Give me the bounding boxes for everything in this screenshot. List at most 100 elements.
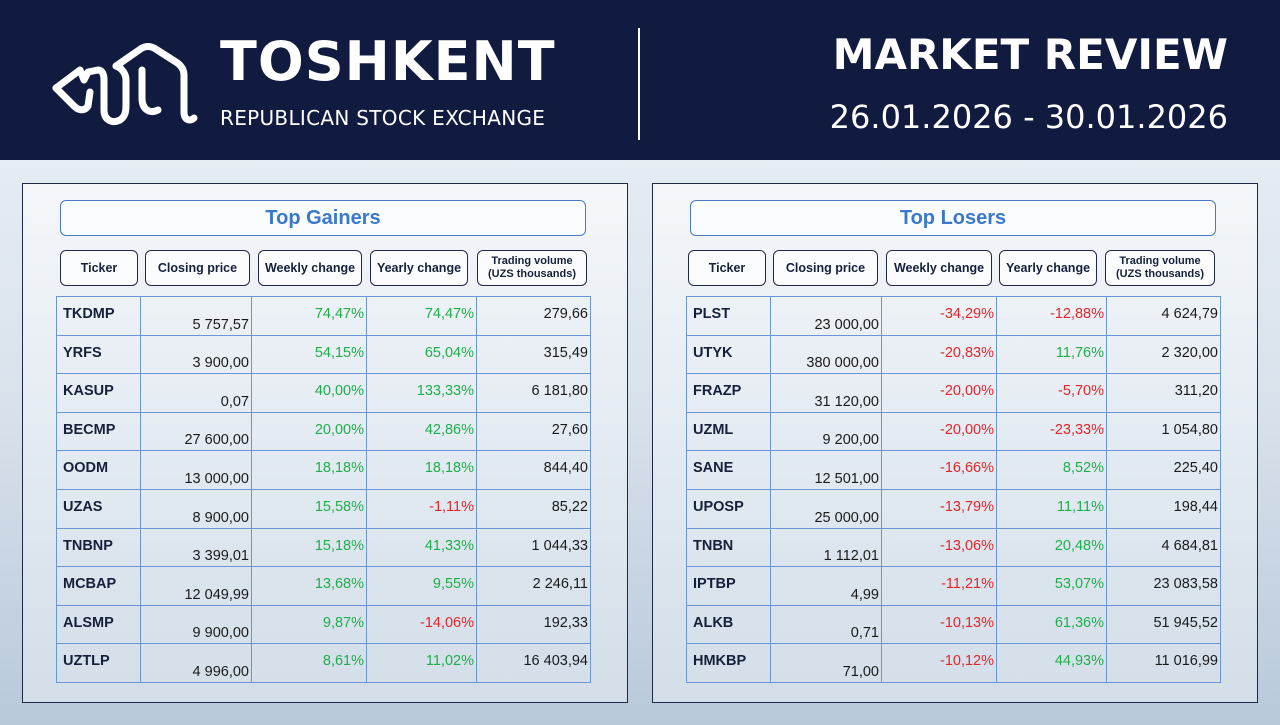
col-head-closing-price: Closing price bbox=[145, 250, 250, 286]
ticker-cell: ALSMP bbox=[56, 604, 141, 645]
ticker-cell: BECMP bbox=[56, 411, 141, 452]
brand-name: TOSHKENT bbox=[220, 30, 556, 93]
closing-price-cell: 4 996,00 bbox=[140, 643, 252, 683]
ticker-cell: HMKBP bbox=[686, 643, 771, 683]
weekly-change-cell: 15,18% bbox=[251, 527, 367, 568]
table-row: TNBNP 3 399,01 15,18% 41,33% 1 044,33 bbox=[56, 527, 591, 568]
trading-volume-cell: 192,33 bbox=[476, 604, 591, 645]
trading-volume-cell: 844,40 bbox=[476, 450, 591, 490]
table-row: BECMP 27 600,00 20,00% 42,86% 27,60 bbox=[56, 411, 591, 452]
table-row: MCBAP 12 049,99 13,68% 9,55% 2 246,11 bbox=[56, 566, 591, 606]
yearly-change-cell: 65,04% bbox=[366, 334, 477, 375]
weekly-change-cell: -20,00% bbox=[881, 411, 997, 452]
closing-price-cell: 3 900,00 bbox=[140, 334, 252, 375]
closing-price-cell: 5 757,57 bbox=[140, 296, 252, 336]
closing-price-cell: 31 120,00 bbox=[770, 373, 882, 413]
trading-volume-cell: 279,66 bbox=[476, 296, 591, 336]
weekly-change-cell: 15,58% bbox=[251, 488, 367, 529]
ticker-cell: OODM bbox=[56, 450, 141, 490]
trading-volume-cell: 4 624,79 bbox=[1106, 296, 1221, 336]
ticker-cell: SANE bbox=[686, 450, 771, 490]
closing-price-cell: 25 000,00 bbox=[770, 488, 882, 529]
yearly-change-cell: -1,11% bbox=[366, 488, 477, 529]
trading-volume-cell: 225,40 bbox=[1106, 450, 1221, 490]
closing-price-cell: 380 000,00 bbox=[770, 334, 882, 375]
ticker-cell: UTYK bbox=[686, 334, 771, 375]
table-row: KASUP 0,07 40,00% 133,33% 6 181,80 bbox=[56, 373, 591, 413]
weekly-change-cell: -13,06% bbox=[881, 527, 997, 568]
table-row: SANE 12 501,00 -16,66% 8,52% 225,40 bbox=[686, 450, 1221, 490]
table-row: HMKBP 71,00 -10,12% 44,93% 11 016,99 bbox=[686, 643, 1221, 683]
yearly-change-cell: 11,76% bbox=[996, 334, 1107, 375]
ticker-cell: UZTLP bbox=[56, 643, 141, 683]
review-title: MARKET REVIEW bbox=[832, 30, 1228, 79]
ticker-cell: UZML bbox=[686, 411, 771, 452]
trading-volume-cell: 23 083,58 bbox=[1106, 566, 1221, 606]
ticker-cell: UPOSP bbox=[686, 488, 771, 529]
yearly-change-cell: 9,55% bbox=[366, 566, 477, 606]
yearly-change-cell: 133,33% bbox=[366, 373, 477, 413]
yearly-change-cell: 11,02% bbox=[366, 643, 477, 683]
trading-volume-cell: 11 016,99 bbox=[1106, 643, 1221, 683]
ticker-cell: MCBAP bbox=[56, 566, 141, 606]
gainers-table: TKDMP 5 757,57 74,47% 74,47% 279,66 YRFS 3 900… bbox=[56, 296, 591, 683]
closing-price-cell: 12 501,00 bbox=[770, 450, 882, 490]
yearly-change-cell: 20,48% bbox=[996, 527, 1107, 568]
yearly-change-cell: -14,06% bbox=[366, 604, 477, 645]
weekly-change-cell: -11,21% bbox=[881, 566, 997, 606]
table-row: FRAZP 31 120,00 -20,00% -5,70% 311,20 bbox=[686, 373, 1221, 413]
table-row: UZTLP 4 996,00 8,61% 11,02% 16 403,94 bbox=[56, 643, 591, 683]
trading-volume-cell: 16 403,94 bbox=[476, 643, 591, 683]
weekly-change-cell: 9,87% bbox=[251, 604, 367, 645]
trading-volume-cell: 85,22 bbox=[476, 488, 591, 529]
weekly-change-cell: -13,79% bbox=[881, 488, 997, 529]
gainers-panel: Top Gainers Ticker Closing price Weekly … bbox=[22, 183, 628, 703]
weekly-change-cell: 18,18% bbox=[251, 450, 367, 490]
weekly-change-cell: -10,13% bbox=[881, 604, 997, 645]
trading-volume-cell: 1 044,33 bbox=[476, 527, 591, 568]
ticker-cell: KASUP bbox=[56, 373, 141, 413]
losers-panel: Top Losers Ticker Closing price Weekly c… bbox=[652, 183, 1258, 703]
weekly-change-cell: -16,66% bbox=[881, 450, 997, 490]
weekly-change-cell: 20,00% bbox=[251, 411, 367, 452]
trading-volume-cell: 51 945,52 bbox=[1106, 604, 1221, 645]
table-row: YRFS 3 900,00 54,15% 65,04% 315,49 bbox=[56, 334, 591, 375]
table-row: UZML 9 200,00 -20,00% -23,33% 1 054,80 bbox=[686, 411, 1221, 452]
yearly-change-cell: 44,93% bbox=[996, 643, 1107, 683]
yearly-change-cell: 53,07% bbox=[996, 566, 1107, 606]
trading-volume-cell: 1 054,80 bbox=[1106, 411, 1221, 452]
header-divider bbox=[638, 28, 640, 140]
ticker-cell: TKDMP bbox=[56, 296, 141, 336]
ticker-cell: YRFS bbox=[56, 334, 141, 375]
exchange-logo-icon bbox=[52, 43, 198, 126]
closing-price-cell: 0,07 bbox=[140, 373, 252, 413]
yearly-change-cell: 11,11% bbox=[996, 488, 1107, 529]
closing-price-cell: 27 600,00 bbox=[140, 411, 252, 452]
closing-price-cell: 8 900,00 bbox=[140, 488, 252, 529]
table-row: UZAS 8 900,00 15,58% -1,11% 85,22 bbox=[56, 488, 591, 529]
table-row: UTYK 380 000,00 -20,83% 11,76% 2 320,00 bbox=[686, 334, 1221, 375]
weekly-change-cell: 40,00% bbox=[251, 373, 367, 413]
col-head-yearly-change: Yearly change bbox=[370, 250, 468, 286]
closing-price-cell: 0,71 bbox=[770, 604, 882, 645]
yearly-change-cell: 74,47% bbox=[366, 296, 477, 336]
weekly-change-cell: -10,12% bbox=[881, 643, 997, 683]
col-head-ticker: Ticker bbox=[60, 250, 138, 286]
ticker-cell: UZAS bbox=[56, 488, 141, 529]
weekly-change-cell: -20,83% bbox=[881, 334, 997, 375]
table-row: ALKB 0,71 -10,13% 61,36% 51 945,52 bbox=[686, 604, 1221, 645]
closing-price-cell: 12 049,99 bbox=[140, 566, 252, 606]
yearly-change-cell: 18,18% bbox=[366, 450, 477, 490]
closing-price-cell: 3 399,01 bbox=[140, 527, 252, 568]
col-head-weekly-change: Weekly change bbox=[886, 250, 992, 286]
col-head-weekly-change: Weekly change bbox=[258, 250, 362, 286]
col-head-yearly-change: Yearly change bbox=[999, 250, 1097, 286]
review-dates: 26.01.2026 - 30.01.2026 bbox=[829, 98, 1228, 136]
closing-price-cell: 71,00 bbox=[770, 643, 882, 683]
closing-price-cell: 9 200,00 bbox=[770, 411, 882, 452]
weekly-change-cell: 54,15% bbox=[251, 334, 367, 375]
table-row: TKDMP 5 757,57 74,47% 74,47% 279,66 bbox=[56, 296, 591, 336]
gainers-title: Top Gainers bbox=[60, 200, 586, 236]
col-head-closing-price: Closing price bbox=[773, 250, 878, 286]
trading-volume-cell: 6 181,80 bbox=[476, 373, 591, 413]
